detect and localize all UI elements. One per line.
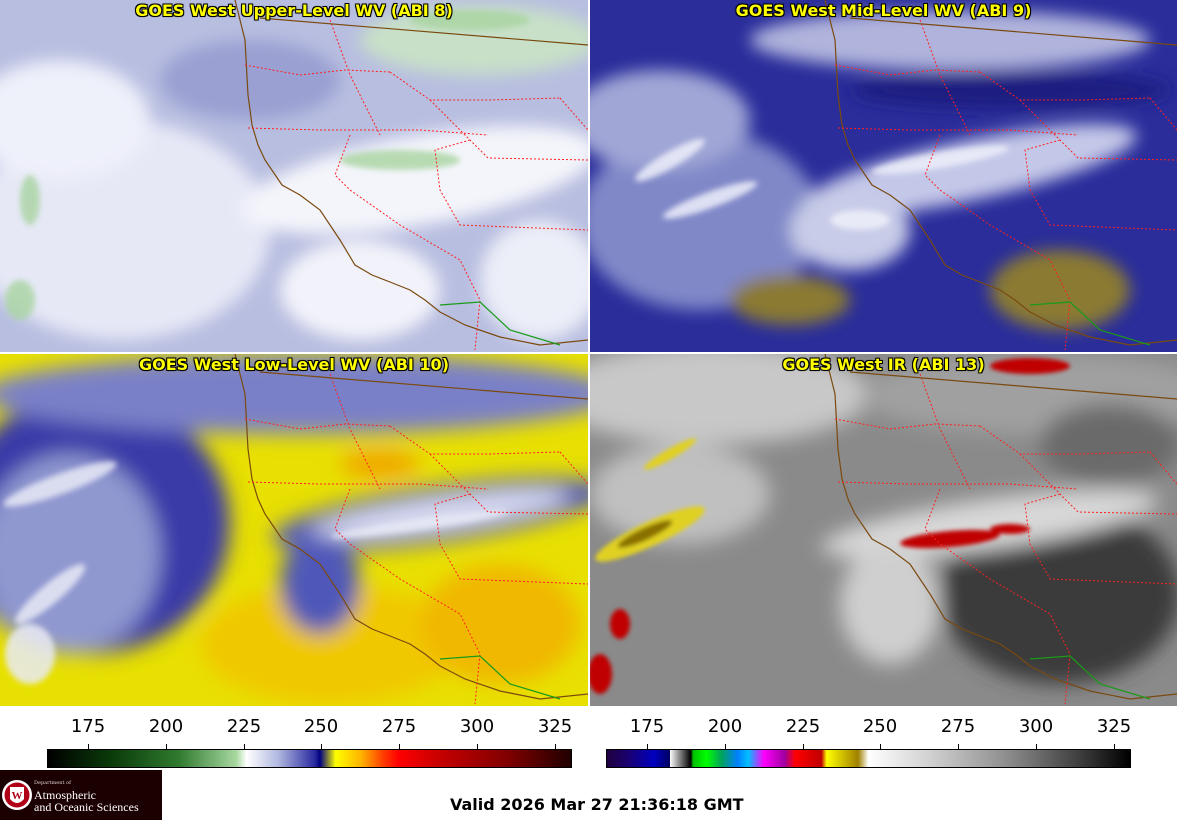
tick-mark [803,744,804,751]
tick-label: 325 [537,716,573,737]
panel-title: GOES West Upper-Level WV (ABI 8) [135,1,453,20]
logo-dept-line: Department of [34,780,71,786]
tick-label: 275 [940,716,976,737]
map-overlay [824,0,1177,351]
mexico-border [1029,301,1151,346]
map-overlay [234,0,588,351]
logo-line-1: Atmospheric [34,788,96,802]
panel-title: GOES West Mid-Level WV (ABI 9) [735,1,1032,20]
tick-label: 225 [785,716,821,737]
map-overlay [234,354,588,705]
state-borders [834,373,1177,705]
tick-mark [647,744,648,751]
satellite-panel-upper-level-wv: GOES West Upper-Level WV (ABI 8) [0,0,588,352]
upper-level-wv-image [0,0,588,352]
mexico-border [439,655,561,700]
panel-title: GOES West Low-Level WV (ABI 10) [138,355,449,374]
tick-label: 275 [381,716,417,737]
low-level-wv-image [0,354,588,706]
mexico-border [439,301,561,346]
logo-line-2: and Oceanic Sciences [34,800,139,814]
panel-title: GOES West IR (ABI 13) [782,355,985,374]
colorbar-left-ticks: 175 200 225 250 275 300 325 [47,712,572,752]
mid-level-wv-image [590,0,1177,352]
tick-label: 225 [226,716,262,737]
state-borders [244,373,588,705]
canada-border [849,371,1177,400]
satellite-panel-ir: GOES West IR (ABI 13) [590,354,1177,706]
tick-label: 200 [707,716,743,737]
state-borders [834,19,1177,351]
tick-label: 250 [303,716,339,737]
tick-mark [1036,744,1037,751]
tick-label: 200 [148,716,184,737]
tick-label: 250 [862,716,898,737]
tick-mark [725,744,726,751]
ir-image [590,354,1177,706]
tick-mark [399,744,400,751]
tick-label: 300 [459,716,495,737]
mexico-border [1029,655,1151,700]
canada-border [259,17,588,46]
satellite-panel-mid-level-wv: GOES West Mid-Level WV (ABI 9) [590,0,1177,352]
svg-text:W: W [12,790,23,802]
university-seal-icon: W [2,780,32,810]
tick-mark [244,744,245,751]
tick-label: 300 [1018,716,1054,737]
map-overlay [824,354,1177,705]
satellite-panel-low-level-wv: GOES West Low-Level WV (ABI 10) [0,354,588,706]
tick-mark [880,744,881,751]
tick-mark [1114,744,1115,751]
tick-label: 175 [70,716,106,737]
tick-mark [958,744,959,751]
valid-time-label: Valid 2026 Mar 27 21:36:18 GMT [450,795,744,814]
tick-label: 325 [1096,716,1132,737]
colorbar-wv [47,749,572,768]
state-borders [244,19,588,351]
tick-mark [321,744,322,751]
colorbar-right-ticks: 175 200 225 250 275 300 325 [606,712,1131,752]
canada-border [849,17,1177,46]
aos-logo: W Department of Atmospheric and Oceanic … [0,770,162,820]
canada-border [259,371,588,400]
tick-mark [477,744,478,751]
tick-mark [555,744,556,751]
tick-mark [166,744,167,751]
tick-mark [88,744,89,751]
tick-label: 175 [629,716,665,737]
colorbar-ir [606,749,1131,768]
